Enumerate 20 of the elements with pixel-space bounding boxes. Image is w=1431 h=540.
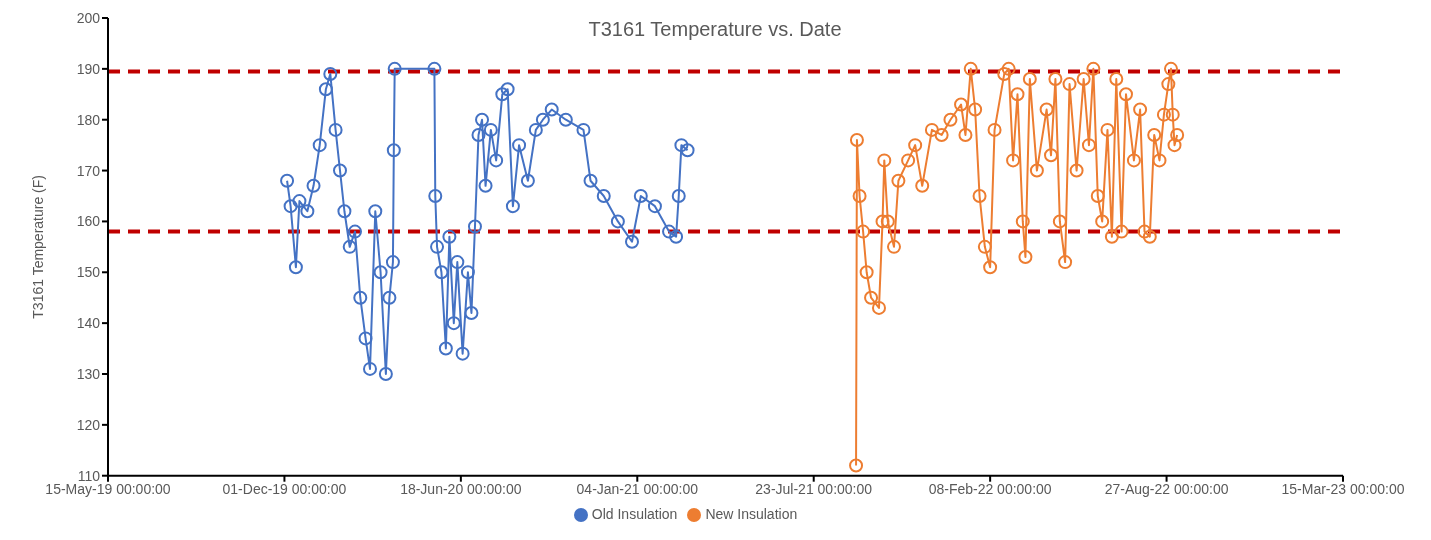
y-axis-title: T3161 Temperature (F) [29,175,46,319]
legend-label: Old Insulation [591,505,678,522]
x-tick-label: 08-Feb-22 00:00:00 [928,480,1052,497]
y-tick-label: 150 [76,264,101,281]
x-tick-label: 27-Aug-22 00:00:00 [1104,480,1229,497]
y-tick-label: 140 [76,315,101,332]
x-tick-label: 23-Jul-21 00:00:00 [755,480,873,497]
y-tick-label: 130 [76,365,101,382]
y-tick-label: 170 [76,162,101,179]
x-tick-label: 18-Jun-20 00:00:00 [400,480,522,497]
x-tick-label: 04-Jan-21 00:00:00 [576,480,699,497]
y-tick-label: 190 [76,60,101,77]
y-tick-label: 160 [76,213,101,230]
legend-label: New Insulation [705,505,798,522]
y-tick-label: 180 [76,111,101,128]
x-tick-label: 15-Mar-23 00:00:00 [1281,480,1405,497]
x-tick-label: 01-Dec-19 00:00:00 [222,480,347,497]
chart-title: T3161 Temperature vs. Date [588,18,842,40]
y-tick-label: 120 [76,416,101,433]
y-tick-label: 200 [76,9,101,26]
